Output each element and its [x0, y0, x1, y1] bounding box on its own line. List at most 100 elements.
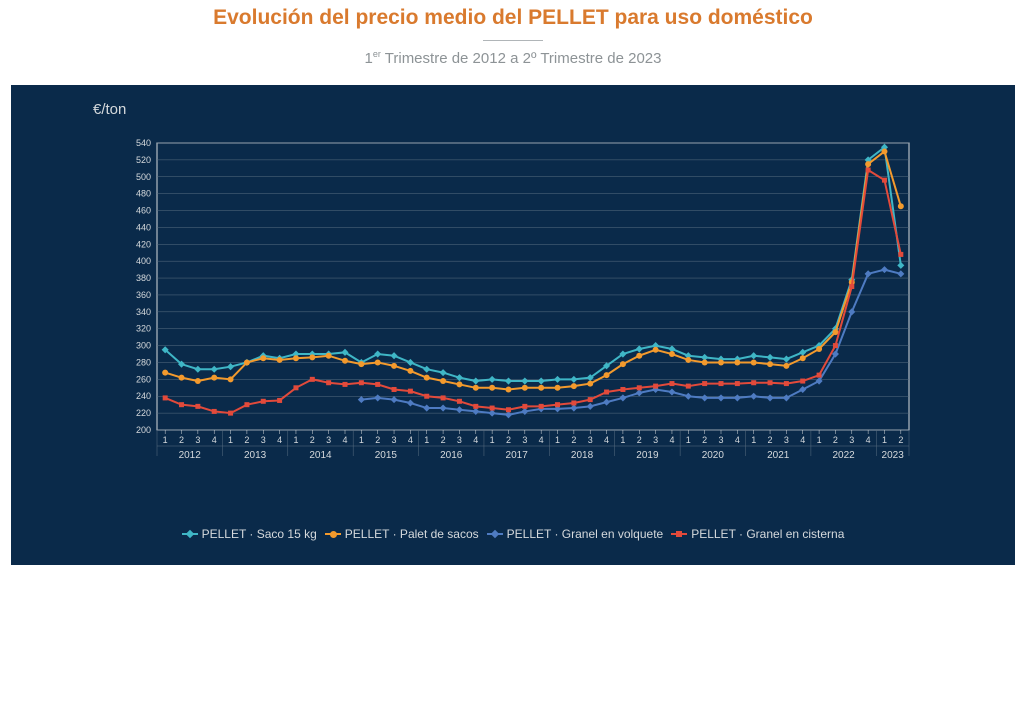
title-underline — [483, 40, 543, 41]
data-marker — [620, 361, 626, 367]
data-marker — [636, 345, 643, 352]
data-marker — [522, 385, 528, 391]
data-marker — [179, 402, 184, 407]
data-marker — [407, 399, 414, 406]
x-tick-label: 1 — [293, 435, 298, 445]
x-tick-label: 3 — [195, 435, 200, 445]
data-marker — [636, 389, 643, 396]
data-marker — [179, 375, 185, 381]
data-marker — [358, 361, 364, 367]
x-tick-label: 3 — [588, 435, 593, 445]
data-marker — [717, 394, 724, 401]
x-year-label: 2013 — [244, 450, 267, 461]
data-marker — [457, 399, 462, 404]
data-marker — [881, 148, 887, 154]
data-marker — [505, 386, 511, 392]
data-marker — [424, 375, 430, 381]
data-marker — [882, 178, 887, 183]
legend-item-saco15: PELLET · Saco 15 kg — [182, 527, 317, 541]
data-marker — [195, 404, 200, 409]
data-marker — [555, 385, 561, 391]
legend-swatch — [487, 529, 503, 539]
legend-label: PELLET · Granel en volquete — [507, 527, 664, 541]
x-year-label: 2012 — [179, 450, 202, 461]
data-marker — [783, 394, 790, 401]
data-marker — [489, 410, 496, 417]
legend-swatch — [182, 529, 198, 539]
data-marker — [685, 357, 691, 363]
data-marker — [668, 388, 675, 395]
x-tick-label: 1 — [882, 435, 887, 445]
data-marker — [277, 398, 282, 403]
data-marker — [653, 347, 659, 353]
x-tick-label: 4 — [800, 435, 805, 445]
data-marker — [866, 168, 871, 173]
x-tick-label: 4 — [539, 435, 544, 445]
data-marker — [833, 343, 838, 348]
x-tick-label: 2 — [441, 435, 446, 445]
data-marker — [392, 387, 397, 392]
y-tick-label: 320 — [136, 324, 151, 334]
chart-legend: PELLET · Saco 15 kg PELLET · Palet de sa… — [11, 527, 1015, 541]
data-marker — [750, 393, 757, 400]
data-marker — [440, 378, 446, 384]
data-marker — [603, 399, 610, 406]
data-marker — [440, 405, 447, 412]
data-marker — [162, 370, 168, 376]
data-marker — [539, 404, 544, 409]
x-tick-label: 1 — [228, 435, 233, 445]
y-tick-label: 500 — [136, 172, 151, 182]
data-marker — [374, 394, 381, 401]
data-marker — [490, 406, 495, 411]
data-marker — [342, 358, 348, 364]
data-marker — [848, 308, 855, 315]
x-year-label: 2017 — [506, 450, 529, 461]
y-tick-label: 200 — [136, 425, 151, 435]
series-line-palet — [165, 151, 901, 389]
page-root: Evolución del precio medio del PELLET pa… — [0, 0, 1026, 565]
data-marker — [505, 378, 512, 385]
data-marker — [783, 363, 789, 369]
x-year-label: 2019 — [636, 450, 659, 461]
data-marker — [571, 383, 577, 389]
data-marker — [735, 381, 740, 386]
legend-label: PELLET · Palet de sacos — [345, 527, 479, 541]
data-marker — [211, 375, 217, 381]
y-tick-label: 460 — [136, 206, 151, 216]
data-marker — [620, 387, 625, 392]
data-marker — [505, 411, 512, 418]
data-marker — [227, 363, 234, 370]
data-marker — [750, 352, 757, 359]
x-tick-label: 4 — [473, 435, 478, 445]
data-marker — [702, 381, 707, 386]
y-tick-label: 380 — [136, 273, 151, 283]
data-marker — [440, 369, 447, 376]
data-marker — [619, 394, 626, 401]
x-tick-label: 1 — [359, 435, 364, 445]
data-marker — [407, 368, 413, 374]
data-marker — [799, 349, 806, 356]
data-marker — [571, 400, 576, 405]
y-tick-label: 300 — [136, 341, 151, 351]
data-marker — [604, 372, 610, 378]
y-tick-label: 240 — [136, 391, 151, 401]
x-tick-label: 1 — [817, 435, 822, 445]
data-marker — [588, 397, 593, 402]
data-marker — [702, 359, 708, 365]
data-marker — [636, 353, 642, 359]
data-marker — [407, 359, 414, 366]
chart-panel: €/ton 2002202402602803003203403603804004… — [11, 85, 1015, 565]
data-marker — [456, 406, 463, 413]
data-marker — [784, 381, 789, 386]
x-tick-label: 3 — [326, 435, 331, 445]
data-marker — [881, 266, 888, 273]
x-year-label: 2015 — [375, 450, 398, 461]
y-axis-title: €/ton — [93, 101, 126, 118]
data-marker — [685, 393, 692, 400]
x-tick-label: 1 — [490, 435, 495, 445]
data-marker — [701, 394, 708, 401]
data-marker — [441, 395, 446, 400]
x-tick-label: 3 — [653, 435, 658, 445]
data-marker — [898, 252, 903, 257]
y-tick-label: 540 — [136, 139, 151, 148]
